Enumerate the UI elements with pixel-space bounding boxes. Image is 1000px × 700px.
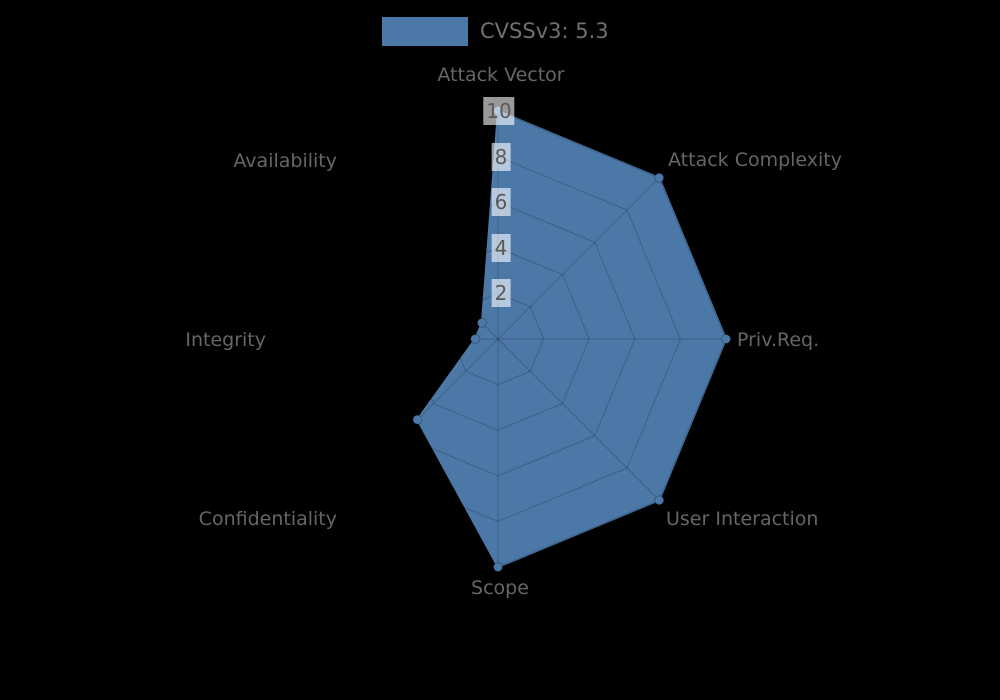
axis-label-user-interaction: User Interaction (666, 508, 819, 530)
legend-label: CVSSv3: 5.3 (480, 19, 609, 43)
tick-label-6: 6 (491, 188, 511, 216)
axis-label-integrity: Integrity (185, 329, 266, 351)
axis-label-scope: Scope (471, 577, 529, 599)
axis-label-priv-req: Priv.Req. (737, 329, 820, 351)
axis-label-attack-complexity: Attack Complexity (668, 149, 843, 171)
axis-label-confidentiality: Confidentiality (198, 508, 337, 530)
axis-label-attack-vector: Attack Vector (437, 64, 565, 86)
tick-label-10: 10 (483, 97, 515, 125)
axis-label-availability: Availability (233, 150, 337, 172)
legend-swatch (382, 17, 468, 46)
tick-label-8: 8 (491, 143, 511, 171)
tick-label-4: 4 (491, 234, 511, 262)
tick-label-2: 2 (491, 279, 511, 307)
